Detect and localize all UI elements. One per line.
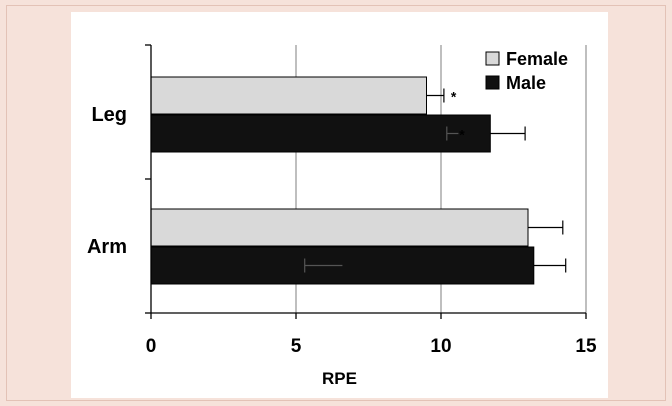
significance-asterisk-leg-male: * — [459, 127, 465, 143]
y-tick-label-arm: Arm — [87, 236, 127, 258]
x-tick-label-5: 5 — [291, 336, 302, 357]
x-tick-label-0: 0 — [146, 336, 157, 357]
x-tick-label-15: 15 — [575, 336, 597, 357]
legend-label-female: Female — [506, 49, 568, 69]
legend-swatch-female — [485, 51, 500, 66]
legend-swatch-male — [485, 75, 500, 90]
x-tick-label-10: 10 — [430, 336, 451, 357]
legend-label-male: Male — [506, 73, 546, 93]
chart-panel — [71, 12, 608, 398]
significance-asterisk-leg-female: * — [451, 89, 457, 105]
y-tick-label-leg: Leg — [91, 104, 127, 126]
bar-arm-female — [150, 208, 529, 247]
bar-leg-female — [150, 76, 427, 115]
bar-leg-male — [150, 114, 491, 153]
x-axis-title: RPE — [322, 369, 357, 388]
